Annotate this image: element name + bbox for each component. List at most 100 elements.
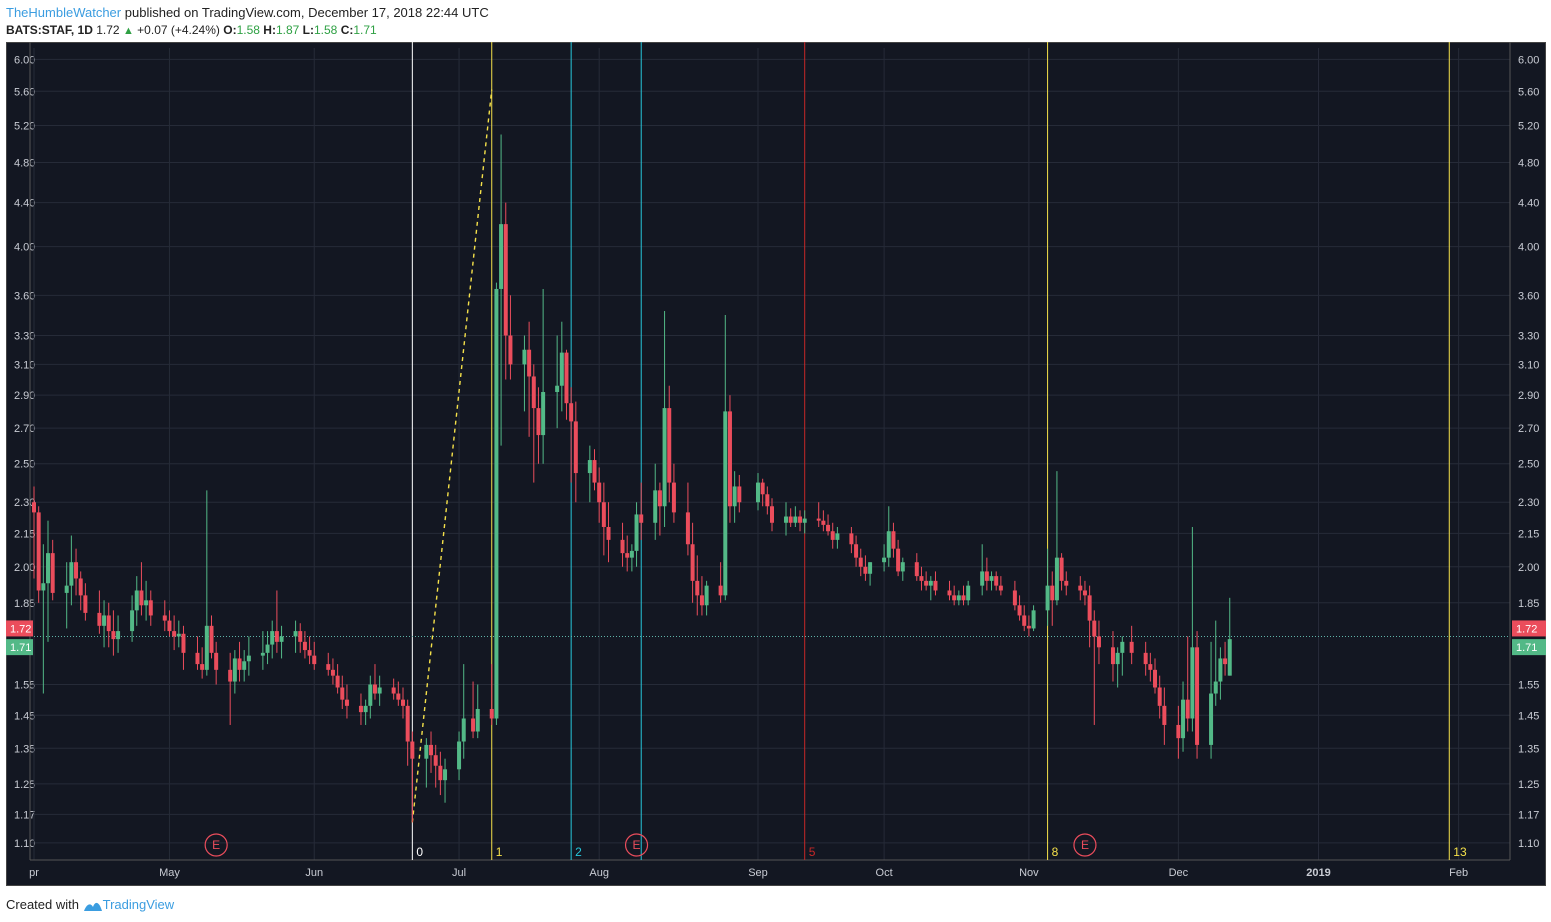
y-tick-label-left: 2.15 [14,528,35,540]
low-label: L: [302,23,314,37]
candle [1096,620,1101,665]
candle [886,506,891,567]
candle-body [695,580,700,596]
candle [858,548,863,577]
candle-body [46,553,51,584]
candle [97,590,102,634]
candle [1115,647,1120,688]
candle-body [326,664,331,670]
candle [176,620,181,648]
candle-body [134,590,139,611]
candle [326,652,331,676]
candle [835,526,840,549]
candle [629,544,634,572]
candle [1148,652,1153,682]
candle [737,474,742,513]
candle-body [1195,647,1200,745]
low-value: 1.58 [314,23,338,37]
author-link[interactable]: TheHumbleWatcher [6,5,122,20]
y-tick-label-left: 1.45 [14,710,35,722]
candle [634,502,639,567]
candle [914,553,919,581]
candle [882,544,887,572]
candle [181,625,186,670]
close-value: 1.71 [353,23,377,37]
candle [396,681,401,706]
candle-body [980,571,985,586]
candle-body [858,557,863,567]
candle-body [597,482,602,503]
y-tick-label-left: 1.35 [14,743,35,755]
tradingview-brand[interactable]: TradingView [102,897,175,912]
candle-body [396,693,401,700]
candle-body [541,392,546,436]
open-value: 1.58 [236,23,260,37]
candle-body [994,576,999,586]
candle-body [863,566,868,574]
candle [1026,615,1031,637]
candle-body [246,655,251,662]
high-label: H: [263,23,276,37]
close-label: C: [340,23,354,37]
candle [237,641,242,682]
candle [1190,526,1195,732]
candle-body [391,687,396,694]
candle-body [36,512,41,591]
candle-body [1129,641,1134,653]
y-tick-label-right: 4.00 [1518,242,1539,254]
candle [340,675,345,709]
candle-body [50,553,55,593]
candle [718,562,723,603]
candle [457,731,462,781]
chart-container[interactable]: 6.00 6.00 5.60 5.60 5.20 5.20 4.80 4.80 4.40 4.40… [6,42,1546,886]
candle-body [531,376,536,409]
candle-body [116,631,121,640]
candle-body [868,562,873,574]
candle-body [592,460,597,483]
candle [564,349,569,420]
candle [69,535,74,606]
last-price: 1.72 [96,23,120,37]
chart-border [6,42,1546,886]
candle [727,395,732,523]
candle-body [620,539,625,554]
x-tick-label: Sep [748,867,768,879]
candle [989,571,994,591]
candle-body [1012,590,1017,606]
y-tick-label-left: 4.00 [14,242,35,254]
candle-body [209,625,214,653]
y-tick-label-right: 1.25 [1518,779,1539,791]
up-triangle-icon: ▲ [122,25,134,37]
candle [569,387,574,483]
candle [1213,620,1218,706]
candle [274,590,279,653]
vertical-marker-label: 5 [809,845,816,859]
candle [461,664,466,759]
candle-body [358,705,363,713]
candle-body [144,600,149,606]
candle [195,636,200,670]
candle-body [260,652,265,656]
candle [405,699,410,766]
candle [344,684,349,719]
candle-body [629,550,634,558]
candle [961,585,966,606]
candle [1087,585,1092,648]
candle [265,631,270,665]
candle [232,650,237,694]
candle-body [32,502,36,513]
vertical-marker-label: 2 [575,845,582,859]
candle [770,498,774,532]
y-tick-label-right: 4.40 [1518,198,1539,210]
candle [597,467,602,523]
y-tick-label-left: 6.00 [14,54,35,66]
candle-body [1026,625,1031,629]
candle-body [162,615,167,621]
price-label-left: 1.71 [10,642,31,654]
candle [246,636,251,676]
candlestick-chart[interactable]: 6.00 6.00 5.60 5.60 5.20 5.20 4.80 4.80 4.40 4.40… [6,42,1546,886]
candle-body [443,769,448,781]
candle [46,520,51,642]
x-tick-label: Oct [876,867,893,879]
candle [1082,580,1087,606]
